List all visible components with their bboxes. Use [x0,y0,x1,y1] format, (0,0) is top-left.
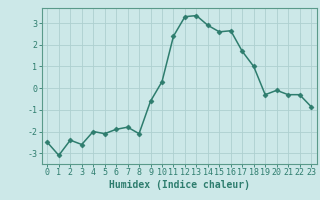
X-axis label: Humidex (Indice chaleur): Humidex (Indice chaleur) [109,180,250,190]
